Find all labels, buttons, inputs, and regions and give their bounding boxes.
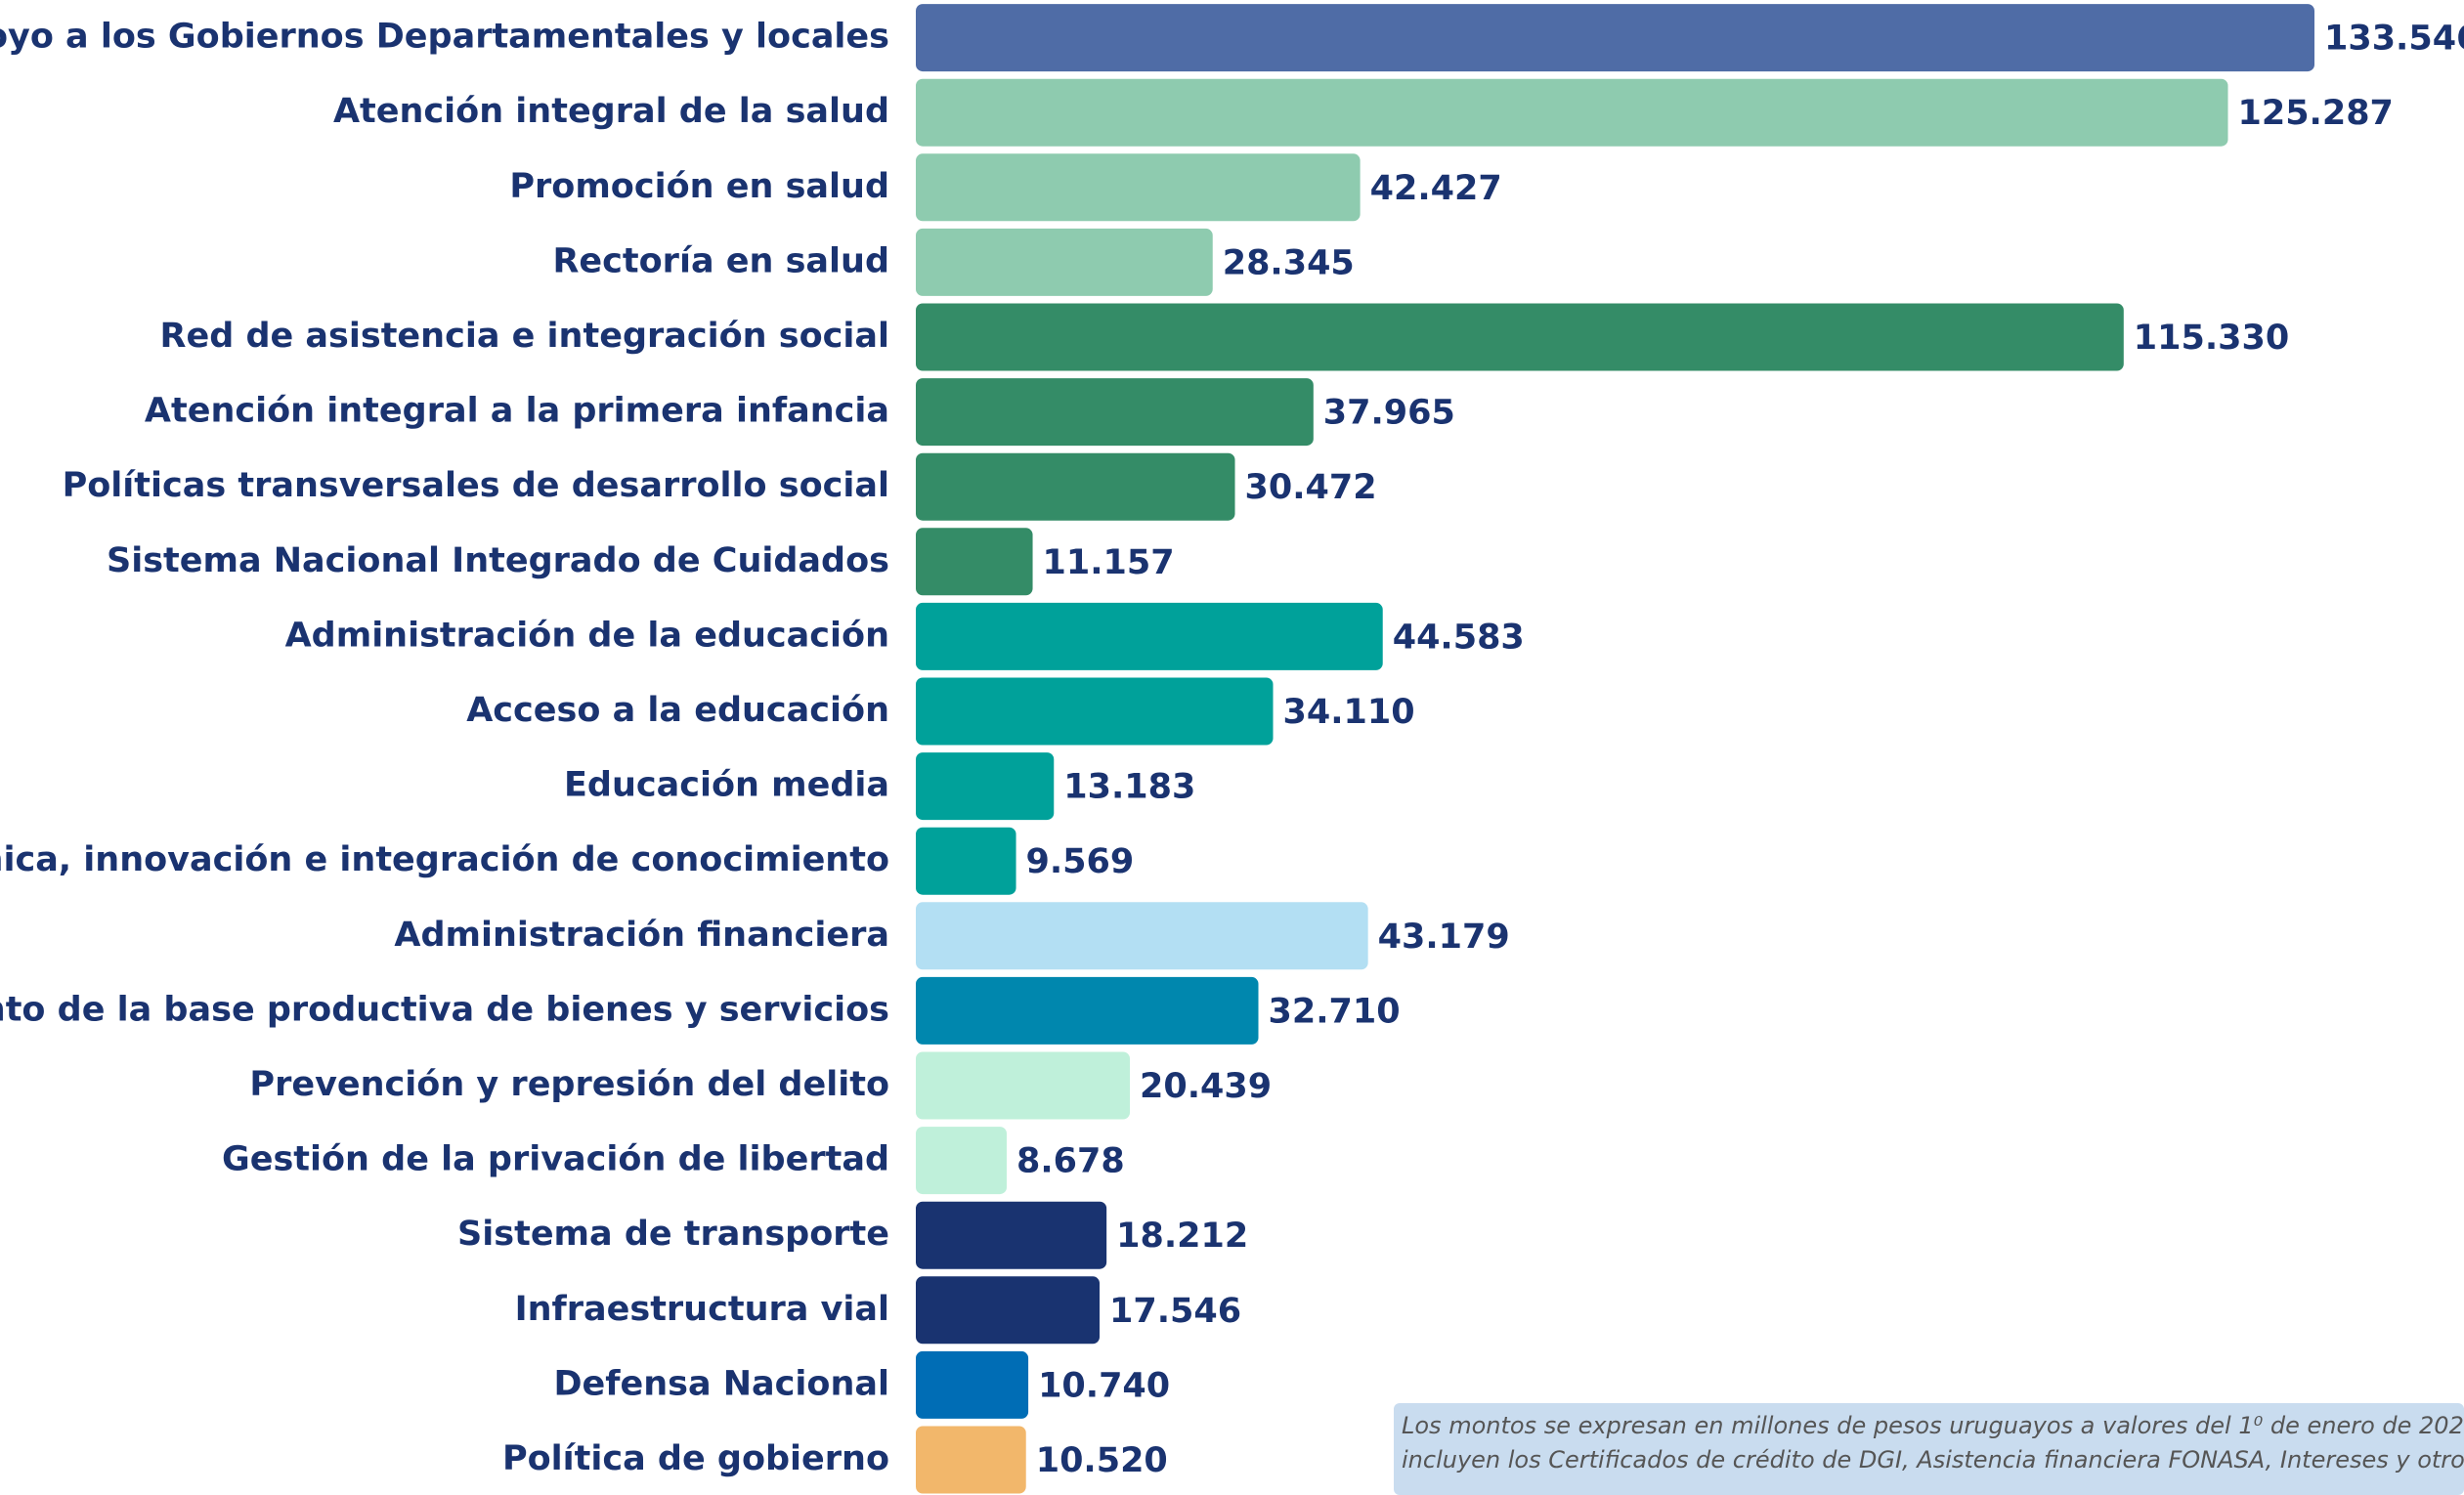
bar	[916, 1051, 1131, 1120]
category-label: Rectoría en salud	[552, 241, 889, 280]
value-label: 8.678	[1016, 1142, 1125, 1181]
bar	[916, 528, 1033, 596]
category-label: Gestión de la privación de libertad	[222, 1140, 889, 1179]
category-label: Prevención y represión del delito	[249, 1065, 889, 1104]
bar	[916, 1201, 1107, 1269]
value-label: 34.110	[1283, 693, 1415, 732]
bar	[916, 452, 1235, 521]
category-label: Defensa Nacional	[553, 1364, 889, 1403]
bar	[916, 153, 1361, 222]
bar	[916, 976, 1259, 1045]
category-label: Administración financiera	[394, 916, 889, 955]
bar	[916, 1350, 1029, 1419]
value-label: 13.183	[1063, 768, 1195, 807]
value-label: 17.546	[1109, 1292, 1241, 1331]
value-label: 10.520	[1036, 1441, 1168, 1480]
bar	[916, 677, 1274, 746]
category-label: Administración de la educación	[285, 616, 889, 655]
bar	[916, 378, 1314, 447]
bar	[916, 1276, 1101, 1345]
value-label: 18.212	[1116, 1217, 1248, 1256]
bar	[916, 1127, 1007, 1195]
value-label: 30.472	[1245, 468, 1377, 507]
value-label: 125.287	[2238, 94, 2394, 133]
value-label: 133.546	[2324, 20, 2464, 59]
category-label: Apoyo a los Gobiernos Departamentales y …	[0, 18, 889, 57]
value-label: 115.330	[2134, 319, 2289, 358]
value-label: 20.439	[1140, 1067, 1272, 1106]
note-box	[1394, 1403, 2464, 1495]
category-label: Acceso a la educación	[466, 691, 889, 730]
value-label: 11.157	[1043, 543, 1175, 582]
value-label: 10.740	[1038, 1366, 1170, 1405]
bar	[916, 902, 1368, 970]
category-label: imiento de la base productiva de bienes …	[0, 990, 889, 1029]
category-label: Educación media	[564, 766, 889, 805]
value-label: 32.710	[1269, 992, 1401, 1031]
bar	[916, 78, 2228, 147]
category-label: Infraestructura vial	[515, 1290, 889, 1329]
category-label: Red de asistencia e integración social	[160, 317, 889, 356]
value-label: 42.427	[1370, 169, 1502, 208]
category-label: Política de gobierno	[502, 1439, 889, 1478]
category-label: Sistema de transporte	[457, 1215, 889, 1254]
value-label: 9.569	[1026, 842, 1135, 881]
value-label: 28.345	[1223, 243, 1355, 282]
note-line: Los montos se expresan en millones de pe…	[1402, 1412, 2464, 1439]
bar	[916, 827, 1016, 895]
bar	[916, 303, 2124, 371]
category-label: Atención integral a la primera infancia	[145, 392, 889, 431]
value-label: 37.965	[1323, 394, 1455, 433]
bar	[916, 752, 1055, 821]
category-label: Políticas transversales de desarrollo so…	[63, 466, 889, 505]
category-label: Atención integral de la salud	[333, 92, 889, 131]
bar	[916, 228, 1213, 296]
category-label: Promoción en salud	[509, 167, 889, 206]
category-label: démica, innovación e integración de cono…	[0, 840, 889, 879]
value-label: 44.583	[1393, 618, 1525, 657]
bar	[916, 602, 1383, 670]
bar	[916, 1426, 1026, 1494]
bar	[916, 4, 2314, 72]
note-line: incluyen los Certificados de crédito de …	[1402, 1446, 2464, 1474]
value-label: 43.179	[1378, 918, 1510, 957]
category-label: Sistema Nacional Integrado de Cuidados	[107, 541, 889, 580]
